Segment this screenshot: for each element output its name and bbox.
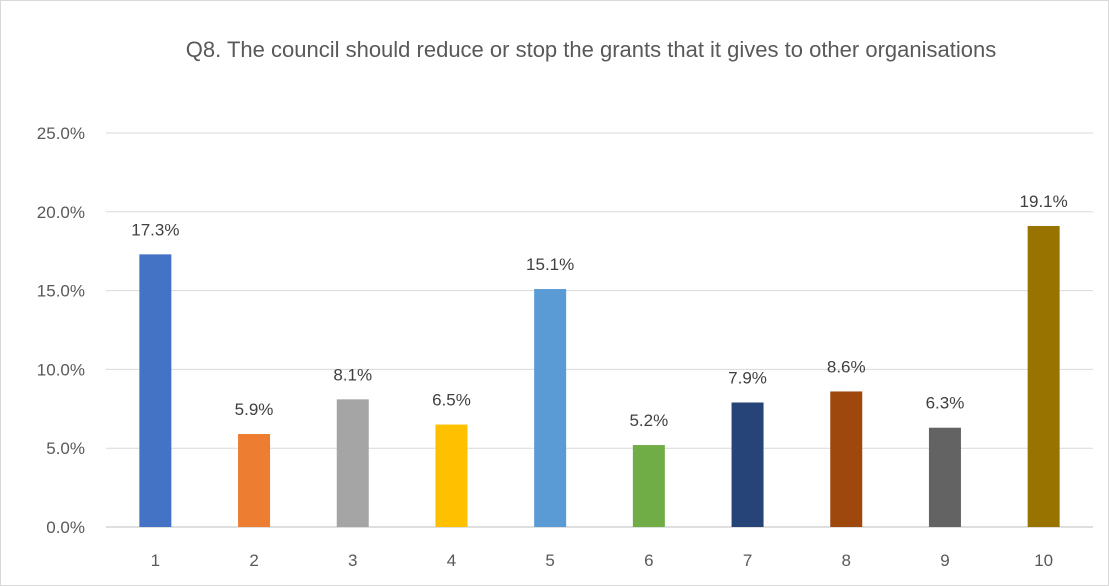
bar [632, 445, 665, 527]
data-label: 17.3% [131, 220, 179, 239]
x-tick-label: 2 [249, 551, 258, 570]
x-tick-label: 7 [743, 551, 752, 570]
bar [731, 402, 764, 527]
data-label: 7.9% [728, 368, 767, 387]
bar [435, 424, 468, 527]
x-tick-label: 8 [842, 551, 851, 570]
data-labels: 17.3% 5.9% 8.1% 6.5% 15.1% 5.2% 7.9% 8.6% 6.3% 19… [131, 192, 1068, 430]
y-tick-label: 20.0% [37, 203, 85, 222]
x-tick-label: 6 [644, 551, 653, 570]
x-tick-label: 5 [545, 551, 554, 570]
bar [238, 434, 271, 527]
bar [830, 391, 863, 527]
x-axis-ticks: 1 2 3 4 5 6 7 8 9 10 [151, 551, 1053, 570]
bars [139, 225, 1060, 528]
bar [928, 427, 961, 527]
x-tick-label: 10 [1034, 551, 1053, 570]
y-tick-label: 15.0% [37, 282, 85, 301]
chart-title: Q8. The council should reduce or stop th… [185, 37, 997, 62]
y-tick-label: 5.0% [46, 439, 85, 458]
data-label: 5.9% [235, 400, 274, 419]
bar [139, 254, 172, 528]
y-tick-label: 25.0% [37, 124, 85, 143]
data-label: 15.1% [526, 255, 574, 274]
bar [1027, 225, 1060, 527]
y-tick-label: 10.0% [37, 360, 85, 379]
x-tick-label: 4 [447, 551, 456, 570]
data-label: 8.6% [827, 357, 866, 376]
data-label: 19.1% [1020, 192, 1068, 211]
data-label: 6.5% [432, 391, 471, 410]
bar [534, 289, 567, 527]
y-tick-label: 0.0% [46, 518, 85, 537]
gridlines [106, 132, 1093, 528]
x-tick-label: 1 [151, 551, 160, 570]
x-tick-label: 9 [940, 551, 949, 570]
data-label: 8.1% [333, 365, 372, 384]
data-label: 6.3% [926, 394, 965, 413]
x-tick-label: 3 [348, 551, 357, 570]
bar [336, 399, 369, 527]
y-axis-ticks: 0.0% 5.0% 10.0% 15.0% 20.0% 25.0% [37, 124, 85, 537]
data-label: 5.2% [629, 411, 668, 430]
